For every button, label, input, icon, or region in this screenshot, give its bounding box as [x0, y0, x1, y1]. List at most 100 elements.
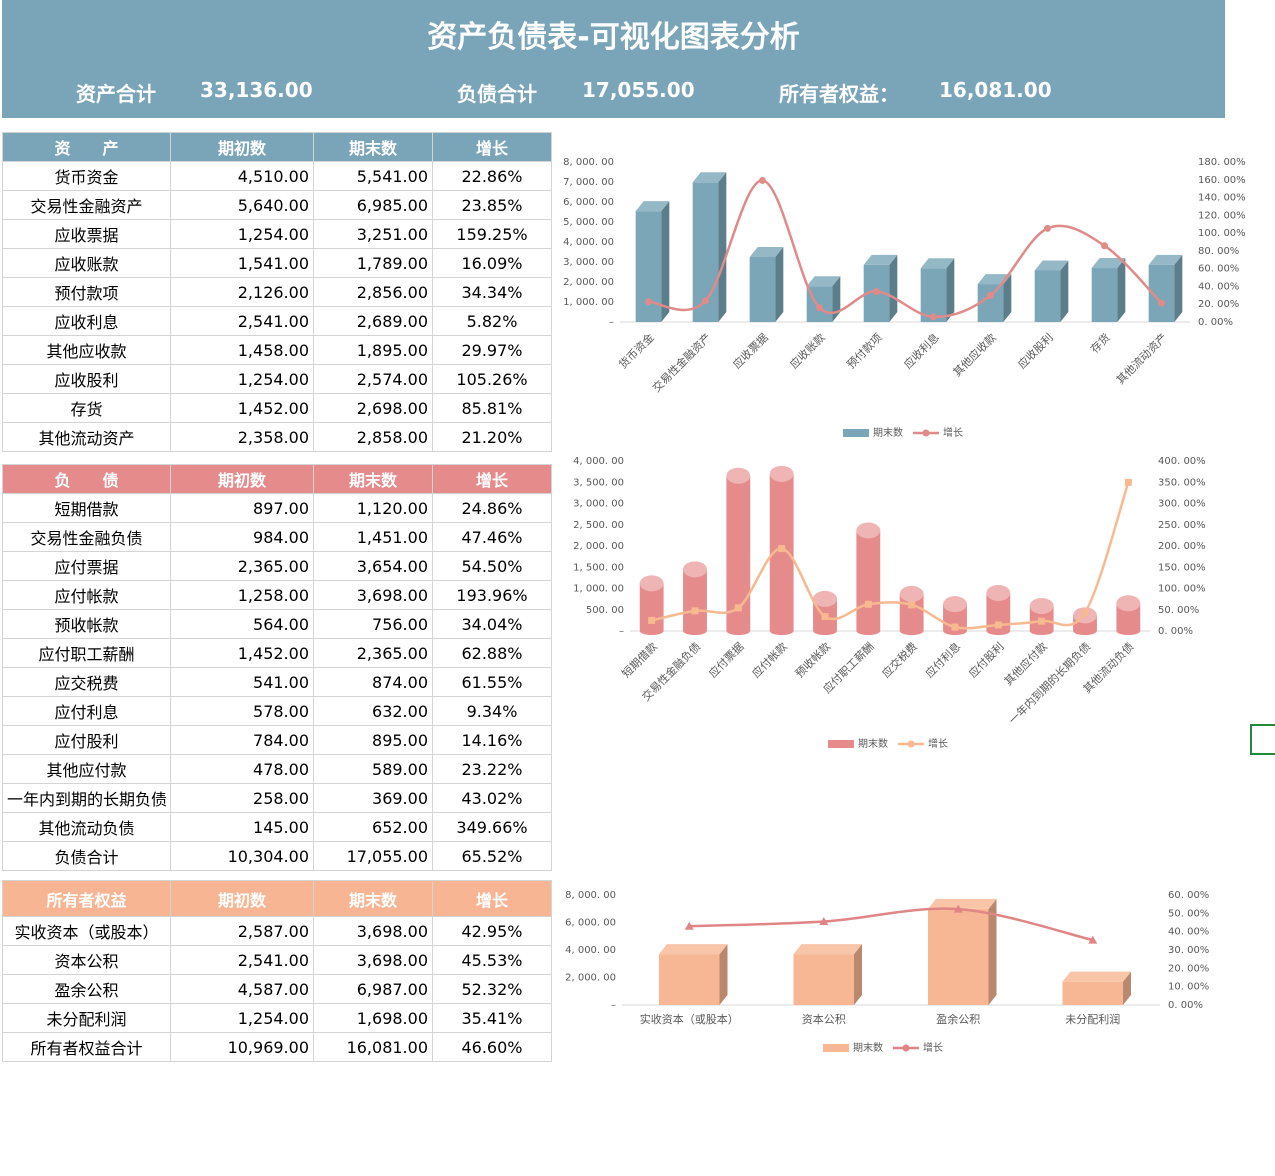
row: 货币资金 4,510.00 5,541.00 22.86%	[2, 161, 552, 191]
marker	[648, 616, 656, 624]
y-tick-label: 3, 000. 00	[563, 257, 614, 268]
y2-tick-label: 250. 00%	[1158, 520, 1206, 531]
row: 应收账款 1,541.00 1,789.00 16.09%	[2, 248, 552, 278]
header-row: 资 产期初数 期末数 增长	[2, 132, 552, 162]
cell: 10,304.00	[170, 841, 314, 871]
cell: 未分配利润	[2, 1003, 171, 1033]
cell: 258.00	[170, 783, 314, 813]
x-tick-label: 应收账款	[787, 330, 828, 371]
cell: 23.22%	[432, 754, 552, 784]
bar-top	[863, 254, 898, 265]
marker	[778, 545, 786, 553]
row: 交易性金融负债 984.00 1,451.00 47.46%	[2, 522, 552, 552]
y2-tick-label: 100. 00%	[1158, 584, 1206, 595]
cell: 589.00	[313, 754, 433, 784]
legend-label: 增长	[928, 737, 948, 750]
header-cell: 增长	[432, 464, 552, 494]
cell: 1,254.00	[170, 1003, 314, 1033]
bar-top	[806, 276, 841, 287]
cell: 预付款项	[2, 277, 171, 307]
cell: 85.81%	[432, 393, 552, 423]
bar	[658, 954, 720, 1005]
bar	[927, 908, 989, 1005]
bar-base	[639, 627, 664, 635]
bar-top	[639, 575, 664, 592]
row: 交易性金融资产 5,640.00 6,985.00 23.85%	[2, 190, 552, 220]
cell: 1,452.00	[170, 393, 314, 423]
cell: 交易性金融负债	[2, 522, 171, 552]
legend-label: 增长	[943, 426, 963, 439]
cell: 1,451.00	[313, 522, 433, 552]
cell: 43.02%	[432, 783, 552, 813]
cell: 22.86%	[432, 161, 552, 191]
header-cell: 所有者权益	[2, 880, 171, 917]
bar-top	[726, 467, 751, 484]
marker	[987, 291, 994, 299]
cell: 46.60%	[432, 1032, 552, 1062]
row: 应收利息 2,541.00 2,689.00 5.82%	[2, 306, 552, 336]
cell: 应付股利	[2, 725, 171, 755]
cell-cursor	[1250, 724, 1275, 755]
bar-side	[718, 172, 727, 322]
bar	[635, 211, 662, 322]
bar-top	[920, 258, 955, 269]
cell: 652.00	[313, 812, 433, 842]
cell: 短期借款	[2, 493, 171, 523]
summary-value: 33,136.00	[200, 78, 313, 102]
y2-tick-label: 350. 00%	[1158, 477, 1206, 488]
y-tick-label: 6, 000. 00	[563, 197, 614, 208]
y-tick-label: –	[619, 626, 624, 637]
bar	[793, 954, 855, 1005]
cell: 2,689.00	[313, 306, 433, 336]
bar-side	[946, 258, 955, 322]
y-tick-label: 6, 000. 00	[565, 918, 616, 929]
liabilities-table: 负 债期初数 期末数 增长 短期借款 897.00 1,120.00 24.86% 交易性金融…	[2, 464, 552, 871]
bar-base	[899, 627, 924, 635]
marker	[816, 304, 823, 312]
row: 应交税费 541.00 874.00 61.55%	[2, 667, 552, 697]
cell: 货币资金	[2, 161, 171, 191]
bar-top	[683, 561, 707, 578]
legend-label: 期末数	[853, 1041, 883, 1054]
cell: 资本公积	[2, 945, 171, 975]
x-tick-label: 盈余公积	[936, 1012, 980, 1026]
header: 资产负债表-可视化图表分析 资产合计 33,136.00 负债合计 17,055…	[2, 0, 1225, 118]
marker	[1101, 242, 1108, 250]
marker	[1124, 478, 1132, 486]
marker	[1088, 935, 1098, 944]
legend-swatch	[843, 429, 869, 437]
summary-value: 16,081.00	[939, 78, 1052, 102]
row: 短期借款 897.00 1,120.00 24.86%	[2, 493, 552, 523]
cell: 34.04%	[432, 609, 552, 639]
x-tick-label: 预付款项	[844, 330, 885, 371]
x-tick-label: 未分配利润	[1065, 1012, 1120, 1026]
cell: 193.96%	[432, 580, 552, 610]
y2-tick-label: 60. 00%	[1198, 264, 1239, 275]
x-tick-label: 交易性金融资产	[649, 330, 713, 394]
bar-top	[899, 585, 924, 602]
y-tick-label: 1, 000. 00	[573, 584, 624, 595]
cell: 其他流动资产	[2, 422, 171, 452]
bar-side	[661, 201, 670, 322]
cell: 34.34%	[432, 277, 552, 307]
line	[689, 907, 1094, 942]
y-tick-label: 3, 000. 00	[573, 499, 624, 510]
bar	[726, 475, 751, 631]
header-cell: 增长	[432, 132, 552, 162]
x-tick-label: 货币资金	[616, 330, 657, 371]
marker	[819, 917, 829, 926]
marker	[930, 313, 937, 321]
x-tick-label: 实收资本（或股本）	[640, 1012, 739, 1026]
bar	[769, 473, 794, 631]
marker	[953, 904, 963, 913]
marker	[759, 176, 766, 184]
cell: 1,258.00	[170, 580, 314, 610]
row: 未分配利润 1,254.00 1,698.00 35.41%	[2, 1003, 552, 1033]
cell: 42.95%	[432, 916, 552, 946]
cell: 2,856.00	[313, 277, 433, 307]
bar-side	[1060, 260, 1069, 322]
row: 资本公积 2,541.00 3,698.00 45.53%	[2, 945, 552, 975]
row: 预付款项 2,126.00 2,856.00 34.34%	[2, 277, 552, 307]
marker	[821, 613, 829, 621]
bar-top	[856, 522, 881, 539]
